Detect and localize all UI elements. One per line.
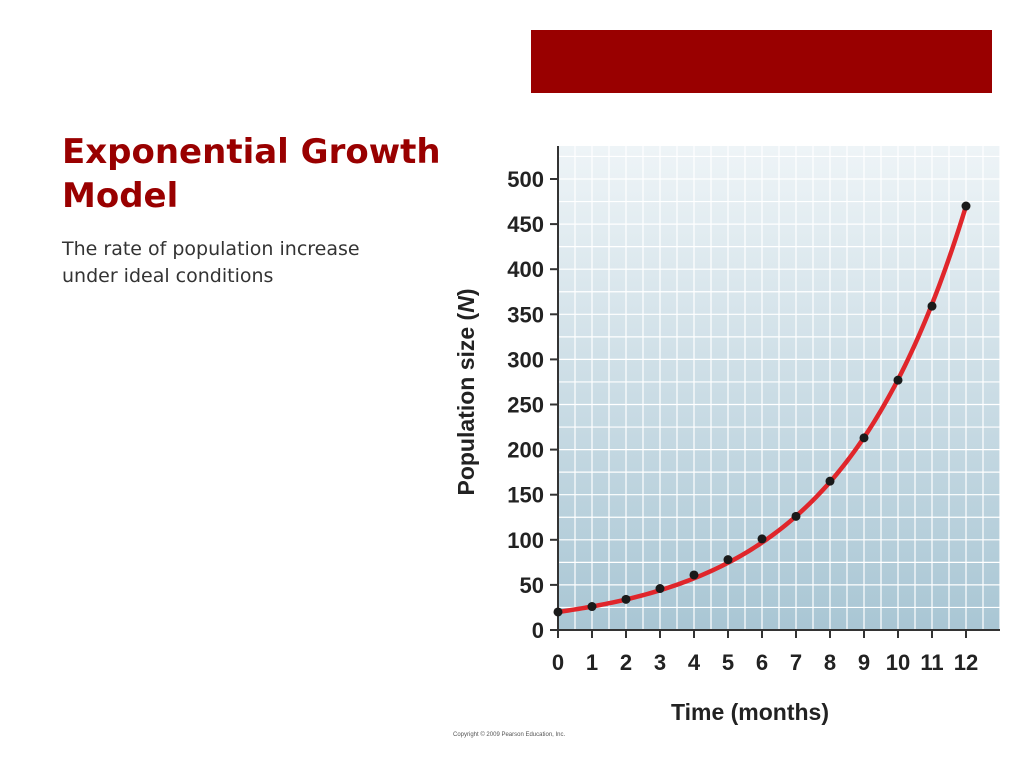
subtitle-line-2: under ideal conditions xyxy=(62,265,274,287)
x-tick-label: 0 xyxy=(552,650,564,675)
title-line-2: Model xyxy=(62,176,179,216)
x-tick-label: 9 xyxy=(858,650,870,675)
y-axis-label-var: N xyxy=(453,296,479,313)
x-tick-label: 7 xyxy=(790,650,802,675)
y-ticks: 0 50 100 150 200 250 300 350 400 450 500 xyxy=(507,167,558,643)
y-tick-label: 50 xyxy=(520,573,544,598)
data-points xyxy=(553,201,971,617)
y-tick-label: 0 xyxy=(532,618,544,643)
x-tick-label: 8 xyxy=(824,650,836,675)
y-tick-label: 350 xyxy=(507,302,544,327)
y-tick-label: 200 xyxy=(507,438,544,463)
data-point xyxy=(791,511,801,521)
x-tick-label: 2 xyxy=(620,650,632,675)
title-line-1: Exponential Growth xyxy=(62,132,441,172)
y-axis-label-suffix: ) xyxy=(453,288,479,296)
axes xyxy=(557,146,1000,631)
slide-title: Exponential Growth Model xyxy=(62,130,462,218)
x-tick-label: 10 xyxy=(886,650,910,675)
x-ticks: 0 1 2 3 4 5 6 7 8 9 10 11 12 xyxy=(552,630,978,675)
x-tick-label: 6 xyxy=(756,650,768,675)
data-point xyxy=(825,476,835,486)
y-tick-label: 100 xyxy=(507,528,544,553)
subtitle-line-1: The rate of population increase xyxy=(62,238,360,260)
slide-subtitle: The rate of population increase under id… xyxy=(62,236,442,290)
copyright-notice: Copyright © 2009 Pearson Education, Inc. xyxy=(453,732,566,738)
y-tick-label: 400 xyxy=(507,257,544,282)
data-point xyxy=(553,607,563,617)
x-tick-label: 3 xyxy=(654,650,666,675)
y-tick-label: 300 xyxy=(507,347,544,372)
x-tick-label: 5 xyxy=(722,650,734,675)
data-point xyxy=(927,301,937,311)
data-point xyxy=(961,201,971,211)
y-tick-label: 250 xyxy=(507,393,544,418)
x-axis-label: Time (months) xyxy=(671,699,829,725)
y-tick-label: 500 xyxy=(507,167,544,192)
data-point xyxy=(757,534,767,544)
grid xyxy=(557,146,1001,631)
y-axis-label: Population size (N) xyxy=(453,288,479,495)
x-tick-label: 1 xyxy=(586,650,598,675)
data-point xyxy=(893,375,903,385)
y-axis-label-prefix: Population size ( xyxy=(453,312,479,495)
data-point xyxy=(689,570,699,580)
data-point xyxy=(723,555,733,565)
data-point xyxy=(587,602,597,612)
x-tick-label: 11 xyxy=(920,650,943,675)
y-tick-label: 150 xyxy=(507,483,544,508)
x-tick-label: 12 xyxy=(954,650,978,675)
data-point xyxy=(621,594,631,604)
data-point xyxy=(859,433,869,443)
data-point xyxy=(655,584,665,594)
accent-bar xyxy=(531,30,992,93)
x-tick-label: 4 xyxy=(688,650,701,675)
y-tick-label: 450 xyxy=(507,212,544,237)
